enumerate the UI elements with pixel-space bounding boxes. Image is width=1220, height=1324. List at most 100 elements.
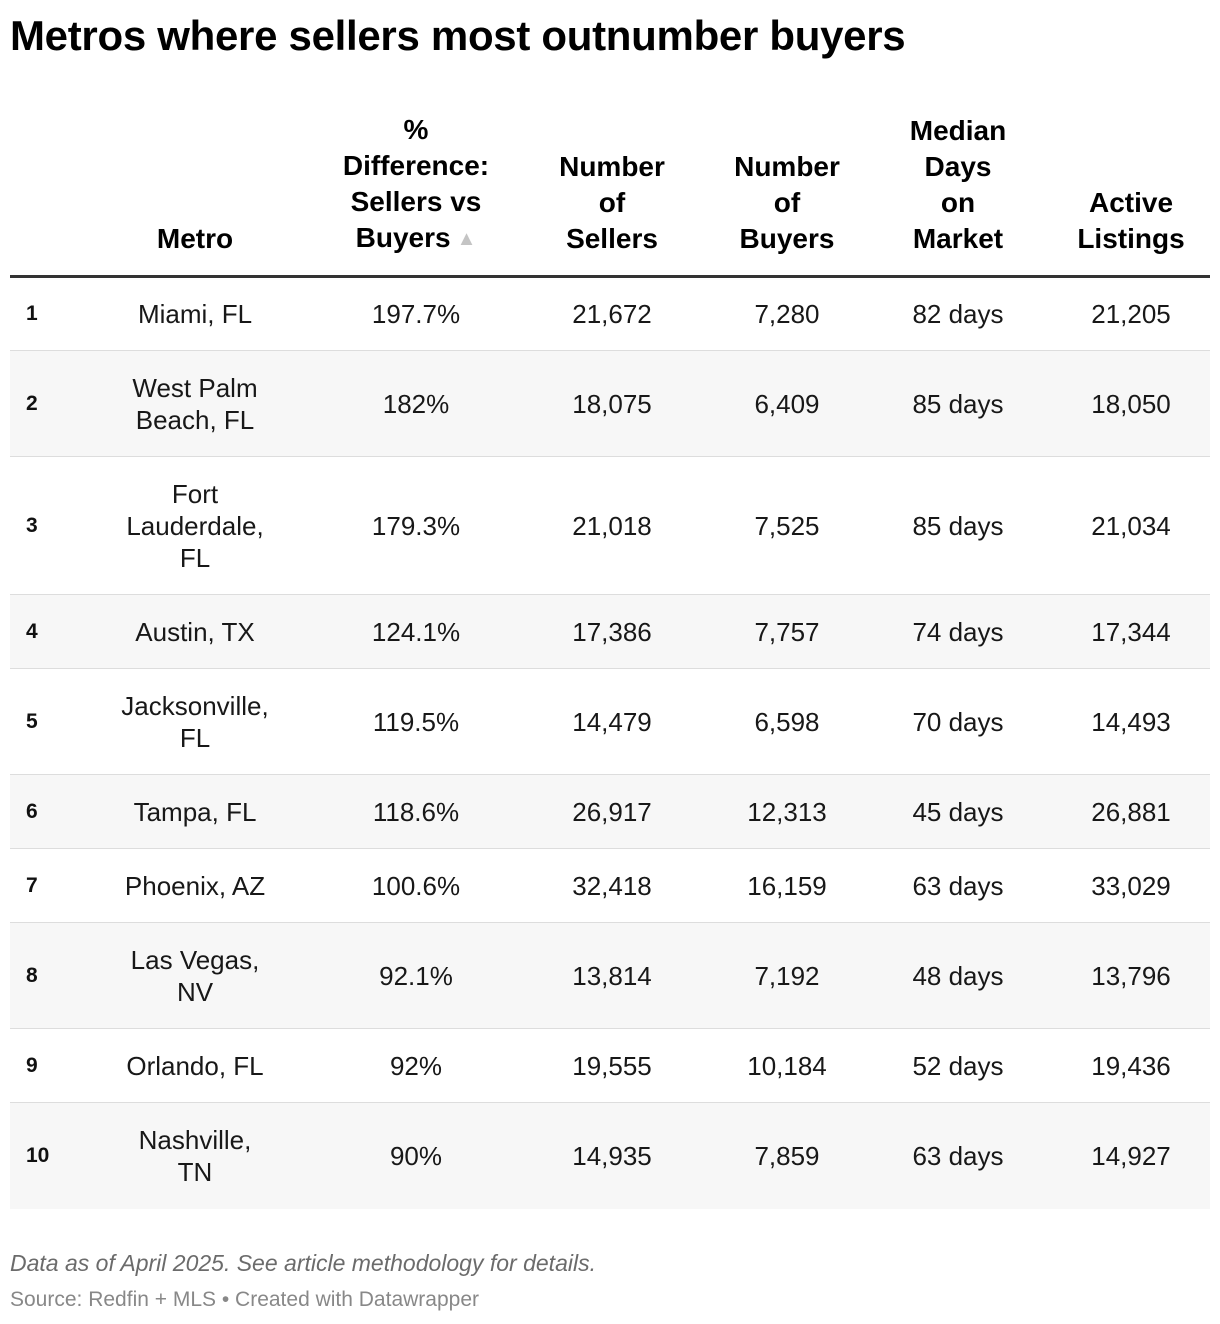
pct-diff-cell: 92.1% bbox=[318, 922, 514, 1029]
sellers-cell: 14,479 bbox=[514, 668, 710, 775]
sellers-cell: 18,075 bbox=[514, 350, 710, 457]
days-on-market-cell: 63 days bbox=[864, 848, 1052, 923]
col-header-metro[interactable]: Metro bbox=[72, 108, 318, 278]
metro-cell: Orlando, FL bbox=[72, 1028, 318, 1103]
col-header-rank bbox=[10, 108, 72, 278]
days-on-market-cell: 74 days bbox=[864, 594, 1052, 669]
days-on-market-cell: 70 days bbox=[864, 668, 1052, 775]
sellers-cell: 21,018 bbox=[514, 456, 710, 595]
metro-cell: Phoenix, AZ bbox=[72, 848, 318, 923]
buyers-cell: 7,757 bbox=[710, 594, 864, 669]
buyers-cell: 10,184 bbox=[710, 1028, 864, 1103]
days-on-market-cell: 45 days bbox=[864, 774, 1052, 849]
sellers-cell: 14,935 bbox=[514, 1102, 710, 1209]
table-row: 9 Orlando, FL 92% 19,555 10,184 52 days 19,436 bbox=[10, 1028, 1210, 1103]
active-listings-cell: 21,034 bbox=[1052, 456, 1210, 595]
metro-line: Phoenix, AZ bbox=[124, 870, 266, 901]
active-listings-cell: 33,029 bbox=[1052, 848, 1210, 923]
header-line: Sellers bbox=[566, 223, 658, 254]
metro-cell: West Palm Beach, FL bbox=[72, 350, 318, 457]
rank-cell: 7 bbox=[10, 848, 72, 923]
buyers-cell: 7,525 bbox=[710, 456, 864, 595]
header-line: Buyers ▲ bbox=[324, 220, 508, 257]
active-listings-cell: 18,050 bbox=[1052, 350, 1210, 457]
pct-diff-cell: 90% bbox=[318, 1102, 514, 1209]
active-listings-cell: 13,796 bbox=[1052, 922, 1210, 1029]
days-on-market-cell: 85 days bbox=[864, 456, 1052, 595]
metro-line: FL bbox=[179, 722, 211, 753]
pct-diff-cell: 100.6% bbox=[318, 848, 514, 923]
header-line: Number bbox=[559, 151, 665, 182]
col-header-listings[interactable]: Active Listings bbox=[1052, 108, 1210, 278]
metro-line: Beach, FL bbox=[135, 404, 255, 435]
metro-line: Las Vegas, bbox=[130, 944, 260, 975]
sellers-cell: 26,917 bbox=[514, 774, 710, 849]
days-on-market-cell: 52 days bbox=[864, 1028, 1052, 1103]
metro-line: Austin, TX bbox=[135, 616, 255, 647]
sellers-cell: 21,672 bbox=[514, 276, 710, 351]
table-row: 10 Nashville, TN 90% 14,935 7,859 63 days 14,92… bbox=[10, 1102, 1210, 1209]
days-on-market-cell: 63 days bbox=[864, 1102, 1052, 1209]
table-row: 6 Tampa, FL 118.6% 26,917 12,313 45 days 26,88… bbox=[10, 774, 1210, 849]
chart-notes: Data as of April 2025. See article metho… bbox=[10, 1250, 596, 1276]
table-row: 5 Jacksonville, FL 119.5% 14,479 6,598 70 days… bbox=[10, 668, 1210, 775]
metro-line: West Palm bbox=[132, 372, 258, 403]
header-line: Active bbox=[1088, 187, 1174, 218]
header-row: Metro % Difference: Sellers vs Buyers ▲ N… bbox=[10, 108, 1210, 278]
header-line: Buyers bbox=[739, 223, 835, 254]
header-line: Sellers vs bbox=[350, 186, 482, 217]
sellers-cell: 17,386 bbox=[514, 594, 710, 669]
days-on-market-cell: 48 days bbox=[864, 922, 1052, 1029]
sort-ascending-icon[interactable]: ▲ bbox=[456, 228, 477, 250]
metro-cell: Las Vegas, NV bbox=[72, 922, 318, 1029]
table-row: 4 Austin, TX 124.1% 17,386 7,757 74 days 17,34… bbox=[10, 594, 1210, 669]
metro-line: FL bbox=[179, 542, 211, 573]
rank-cell: 6 bbox=[10, 774, 72, 849]
days-on-market-cell: 82 days bbox=[864, 276, 1052, 351]
header-line: Median bbox=[909, 115, 1007, 146]
buyers-cell: 7,859 bbox=[710, 1102, 864, 1209]
days-on-market-cell: 85 days bbox=[864, 350, 1052, 457]
pct-diff-cell: 182% bbox=[318, 350, 514, 457]
col-header-buyers[interactable]: Number of Buyers bbox=[710, 108, 864, 278]
header-line: of bbox=[598, 187, 626, 218]
rank-cell: 3 bbox=[10, 456, 72, 595]
col-header-pct-diff[interactable]: % Difference: Sellers vs Buyers ▲ bbox=[318, 108, 514, 278]
sellers-cell: 19,555 bbox=[514, 1028, 710, 1103]
header-line: Market bbox=[912, 223, 1004, 254]
rank-cell: 1 bbox=[10, 276, 72, 351]
buyers-cell: 12,313 bbox=[710, 774, 864, 849]
pct-diff-cell: 92% bbox=[318, 1028, 514, 1103]
metro-cell: Tampa, FL bbox=[72, 774, 318, 849]
rank-cell: 2 bbox=[10, 350, 72, 457]
chart-source: Source: Redfin + MLS • Created with Data… bbox=[10, 1288, 479, 1311]
metro-line: Miami, FL bbox=[137, 299, 253, 329]
active-listings-cell: 19,436 bbox=[1052, 1028, 1210, 1103]
col-header-days[interactable]: Median Days on Market bbox=[864, 108, 1052, 278]
header-line: Difference: bbox=[342, 150, 490, 181]
chart-title: Metros where sellers most outnumber buye… bbox=[10, 12, 906, 59]
active-listings-cell: 14,493 bbox=[1052, 668, 1210, 775]
header-line: Days bbox=[924, 151, 992, 182]
buyers-cell: 7,280 bbox=[710, 276, 864, 351]
rank-cell: 10 bbox=[10, 1102, 72, 1209]
metro-cell: Fort Lauderdale, FL bbox=[72, 456, 318, 595]
table-row: 1 Miami, FL 197.7% 21,672 7,280 82 days 21,205 bbox=[10, 276, 1210, 351]
pct-diff-cell: 197.7% bbox=[318, 276, 514, 351]
col-header-sellers[interactable]: Number of Sellers bbox=[514, 108, 710, 278]
table-body: 1 Miami, FL 197.7% 21,672 7,280 82 days 21,205… bbox=[10, 276, 1210, 1209]
metro-line: Orlando, FL bbox=[126, 1050, 264, 1081]
header-line: Number bbox=[734, 151, 840, 182]
metro-line: NV bbox=[176, 976, 214, 1007]
header-line: % bbox=[403, 114, 429, 145]
buyers-cell: 7,192 bbox=[710, 922, 864, 1029]
rank-cell: 5 bbox=[10, 668, 72, 775]
metro-cell: Nashville, TN bbox=[72, 1102, 318, 1209]
header-line: Listings bbox=[1077, 223, 1185, 254]
table-row: 2 West Palm Beach, FL 182% 18,075 6,409 85 day… bbox=[10, 350, 1210, 457]
active-listings-cell: 14,927 bbox=[1052, 1102, 1210, 1209]
pct-diff-cell: 119.5% bbox=[318, 668, 514, 775]
active-listings-cell: 21,205 bbox=[1052, 276, 1210, 351]
pct-diff-cell: 124.1% bbox=[318, 594, 514, 669]
table-row: 8 Las Vegas, NV 92.1% 13,814 7,192 48 days 13,7… bbox=[10, 922, 1210, 1029]
